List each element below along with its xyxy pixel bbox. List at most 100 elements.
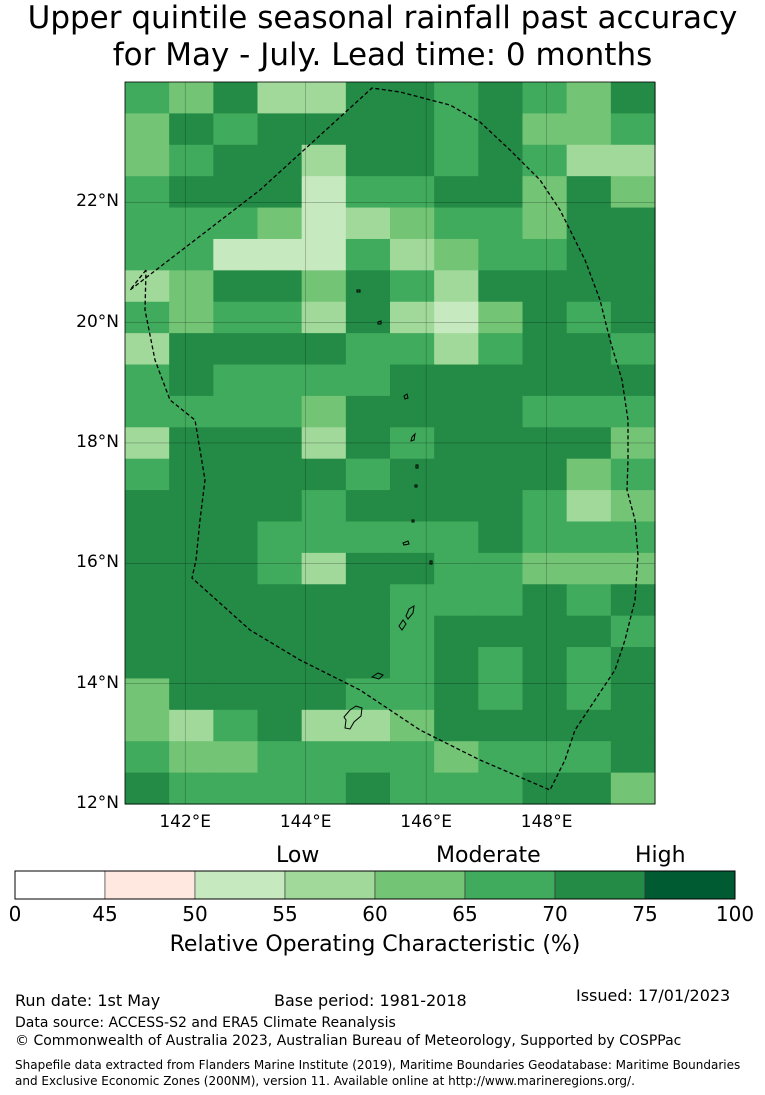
grid-cell: [257, 552, 303, 585]
grid-cell: [125, 301, 170, 334]
grid-cell: [257, 458, 303, 491]
island-guam: [343, 705, 363, 730]
grid-cell: [301, 82, 347, 114]
grid-cell: [345, 678, 391, 711]
grid-cell: [610, 521, 656, 554]
grid-cell: [390, 113, 435, 146]
grid-cell: [169, 458, 214, 491]
grid-cell: [478, 615, 524, 648]
grid-cell: [213, 521, 259, 554]
grid-cell: [522, 458, 568, 491]
grid-cell: [478, 301, 524, 334]
grid-cell: [213, 741, 259, 774]
grid-cell: [522, 709, 568, 742]
grid-cell: [169, 144, 214, 177]
grid-cell: [125, 82, 170, 114]
grid-cell: [345, 490, 391, 523]
grid-cell: [390, 270, 435, 303]
grid-cell: [169, 647, 214, 680]
grid-cell: [257, 238, 303, 271]
grid-cell: [345, 521, 391, 554]
grid-cell: [257, 207, 303, 240]
grid-cell: [390, 144, 435, 177]
grid-cell: [125, 584, 170, 617]
grid-cell: [566, 678, 612, 711]
grid-cell: [610, 144, 656, 177]
grid-cell: [169, 772, 214, 805]
island-small-f: [429, 560, 433, 565]
island-small-c: [415, 464, 419, 469]
grid-cell: [522, 238, 568, 271]
grid-cell: [390, 82, 435, 114]
grid-cell: [169, 395, 214, 428]
grid-cell: [301, 364, 347, 397]
data-source: Data source: ACCESS-S2 and ERA5 Climate …: [15, 1015, 396, 1031]
grid-cell: [301, 647, 347, 680]
grid-cell: [257, 270, 303, 303]
grid-cell: [390, 584, 435, 617]
grid-cell: [566, 395, 612, 428]
grid-cell: [434, 678, 479, 711]
grid-cell: [610, 395, 656, 428]
grid-cell: [566, 82, 612, 114]
grid-cell: [610, 458, 656, 491]
grid-cell: [213, 615, 259, 648]
grid-cell: [169, 490, 214, 523]
grid-cell: [522, 584, 568, 617]
grid-cell: [169, 678, 214, 711]
lat-label-22n: 22°N: [76, 191, 119, 212]
grid-cell: [345, 144, 391, 177]
grid-cell: [169, 238, 214, 271]
map-frame: [124, 81, 656, 805]
grid-cell: [301, 552, 347, 585]
grid-cell: [345, 82, 391, 114]
grid-cell: [345, 741, 391, 774]
grid-cell: [566, 238, 612, 271]
grid-cell: [301, 521, 347, 554]
grid-cell: [566, 207, 612, 240]
grid-cell: [125, 144, 170, 177]
grid-cell: [345, 176, 391, 209]
island-small-e: [411, 519, 415, 523]
colorbar-tick: 70: [542, 902, 568, 926]
grid-cell: [125, 113, 170, 146]
grid-cell: [125, 741, 170, 774]
grid-cell: [478, 521, 524, 554]
grid-cell: [301, 207, 347, 240]
grid-cell: [434, 176, 479, 209]
grid-cell: [169, 82, 214, 114]
grid-cell: [125, 772, 170, 805]
grid-cell: [213, 772, 259, 805]
issued-date: Issued: 17/01/2023: [576, 986, 731, 1005]
grid-cell: [390, 207, 435, 240]
grid-cell: [390, 741, 435, 774]
grid-cell: [213, 113, 259, 146]
grid-cell: [434, 395, 479, 428]
grid-cell: [478, 270, 524, 303]
grid-cell: [257, 82, 303, 114]
grid-cell: [257, 772, 303, 805]
grid-cell: [566, 458, 612, 491]
grid-cell: [566, 176, 612, 209]
grid-cell: [610, 615, 656, 648]
islands: [343, 289, 433, 730]
grid-cell: [345, 772, 391, 805]
grid-cell: [345, 270, 391, 303]
grid-cell: [478, 207, 524, 240]
grid-cell: [390, 615, 435, 648]
grid-cell: [566, 709, 612, 742]
grid-cell: [610, 364, 656, 397]
grid-cell: [169, 364, 214, 397]
colorbar-label: Relative Operating Characteristic (%): [169, 932, 581, 957]
grid-cell: [257, 647, 303, 680]
island-small-d: [414, 484, 418, 488]
grid-cell: [390, 647, 435, 680]
grid-cell: [125, 521, 170, 554]
grid-cell: [390, 427, 435, 460]
island-anatahan: [402, 540, 410, 546]
grid-cell: [434, 301, 479, 334]
grid-cell: [345, 207, 391, 240]
grid-cell: [478, 552, 524, 585]
shapefile-credit-line-1: Shapefile data extracted from Flanders M…: [15, 1058, 741, 1072]
grid-cell: [522, 395, 568, 428]
